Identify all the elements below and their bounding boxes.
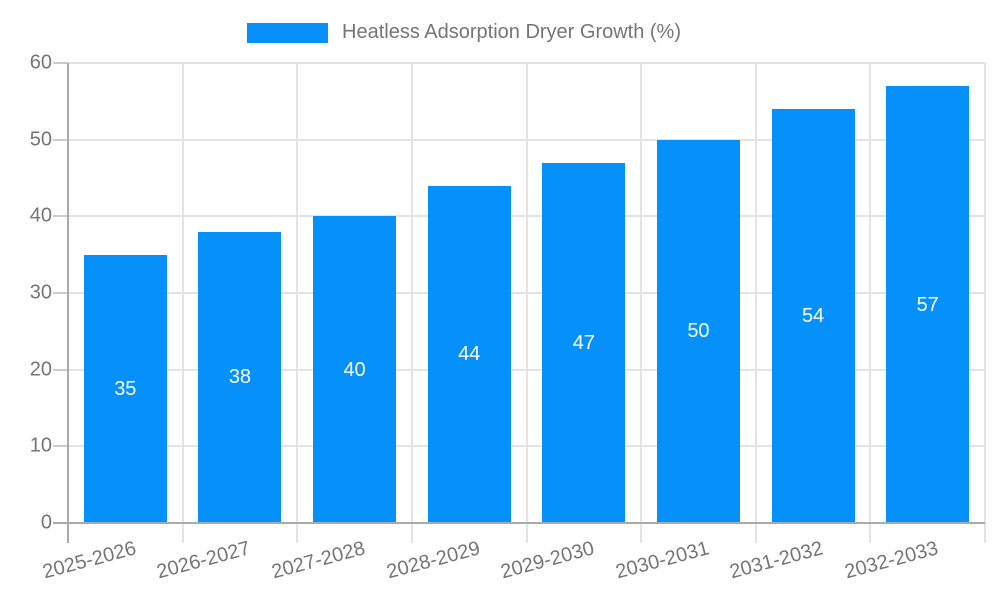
legend-label: Heatless Adsorption Dryer Growth (%)	[342, 21, 682, 43]
v-gridline	[984, 63, 986, 543]
v-gridline	[869, 63, 872, 543]
y-tick-label: 10	[29, 434, 52, 457]
bar-value-label: 54	[801, 305, 825, 327]
y-tick-label: 40	[29, 204, 52, 227]
y-tick-mark	[53, 138, 68, 141]
y-tick-mark	[53, 62, 68, 64]
v-gridline	[640, 63, 643, 543]
x-tick-label: 2026-2027	[154, 537, 253, 584]
v-gridline	[410, 63, 413, 543]
y-tick-mark	[53, 368, 68, 371]
bar-value-label: 47	[572, 331, 595, 354]
bar	[886, 86, 970, 523]
v-gridline	[754, 63, 757, 543]
y-tick-label: 0	[40, 511, 52, 534]
bar	[198, 231, 282, 523]
bar-value-label: 38	[228, 366, 252, 389]
legend: Heatless Adsorption Dryer Growth (%)	[247, 21, 681, 44]
bar-value-label: 44	[458, 343, 481, 366]
plot-area: 35 38 40 44 47 50 54 57	[68, 62, 986, 543]
y-tick-label: 60	[29, 51, 52, 74]
y-tick-mark	[53, 215, 68, 218]
v-gridline	[181, 63, 184, 543]
bar	[313, 216, 397, 523]
x-tick-label: 2028-2029	[383, 537, 483, 584]
v-gridline	[525, 63, 528, 543]
bar	[656, 139, 740, 523]
bar-value-label: 35	[114, 377, 137, 400]
bar	[542, 162, 626, 523]
legend-swatch	[247, 22, 328, 43]
bar-value-label: 40	[343, 358, 366, 381]
v-gridline	[296, 63, 299, 543]
x-axis-line	[53, 522, 985, 524]
x-tick-label: 2032-2033	[842, 537, 941, 584]
bar	[427, 185, 511, 523]
y-tick-label: 50	[29, 128, 52, 151]
y-tick-label: 30	[29, 281, 52, 304]
y-tick-label: 20	[29, 358, 52, 381]
bar-value-label: 50	[687, 320, 710, 343]
x-tick-label: 2031-2032	[727, 537, 826, 584]
x-tick-label: 2029-2030	[498, 537, 597, 584]
y-axis-line	[67, 63, 69, 543]
bar	[771, 109, 855, 523]
x-tick-label: 2025-2026	[40, 537, 139, 584]
bar-value-label: 57	[916, 293, 939, 316]
y-tick-mark	[53, 445, 68, 448]
bar	[83, 254, 167, 523]
x-tick-label: 2027-2028	[269, 537, 368, 584]
x-tick-label: 2030-2031	[613, 537, 712, 584]
y-tick-mark	[53, 292, 68, 294]
